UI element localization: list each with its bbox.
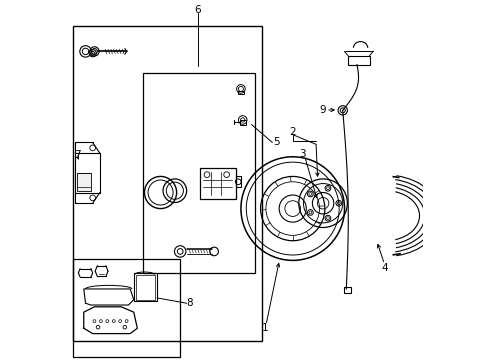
Text: 2: 2 [289,127,295,137]
Bar [200,168,235,199]
Bar [347,56,369,64]
Bar [75,153,100,193]
Bar [134,273,157,301]
Bar [77,173,91,191]
Bar [73,26,262,341]
Bar [73,258,180,357]
Text: 4: 4 [381,262,387,273]
Bar [135,275,155,300]
Bar [343,287,350,293]
Text: 9: 9 [319,105,325,115]
Bar [240,120,246,125]
Bar [238,91,244,94]
Circle shape [91,49,97,54]
Text: 5: 5 [273,138,280,148]
Text: 6: 6 [194,5,201,15]
Text: 3: 3 [299,149,305,159]
Bar [142,73,255,273]
Text: 1: 1 [262,323,268,333]
Text: 8: 8 [185,298,192,308]
Text: 7: 7 [74,150,81,160]
Bar [235,176,241,187]
